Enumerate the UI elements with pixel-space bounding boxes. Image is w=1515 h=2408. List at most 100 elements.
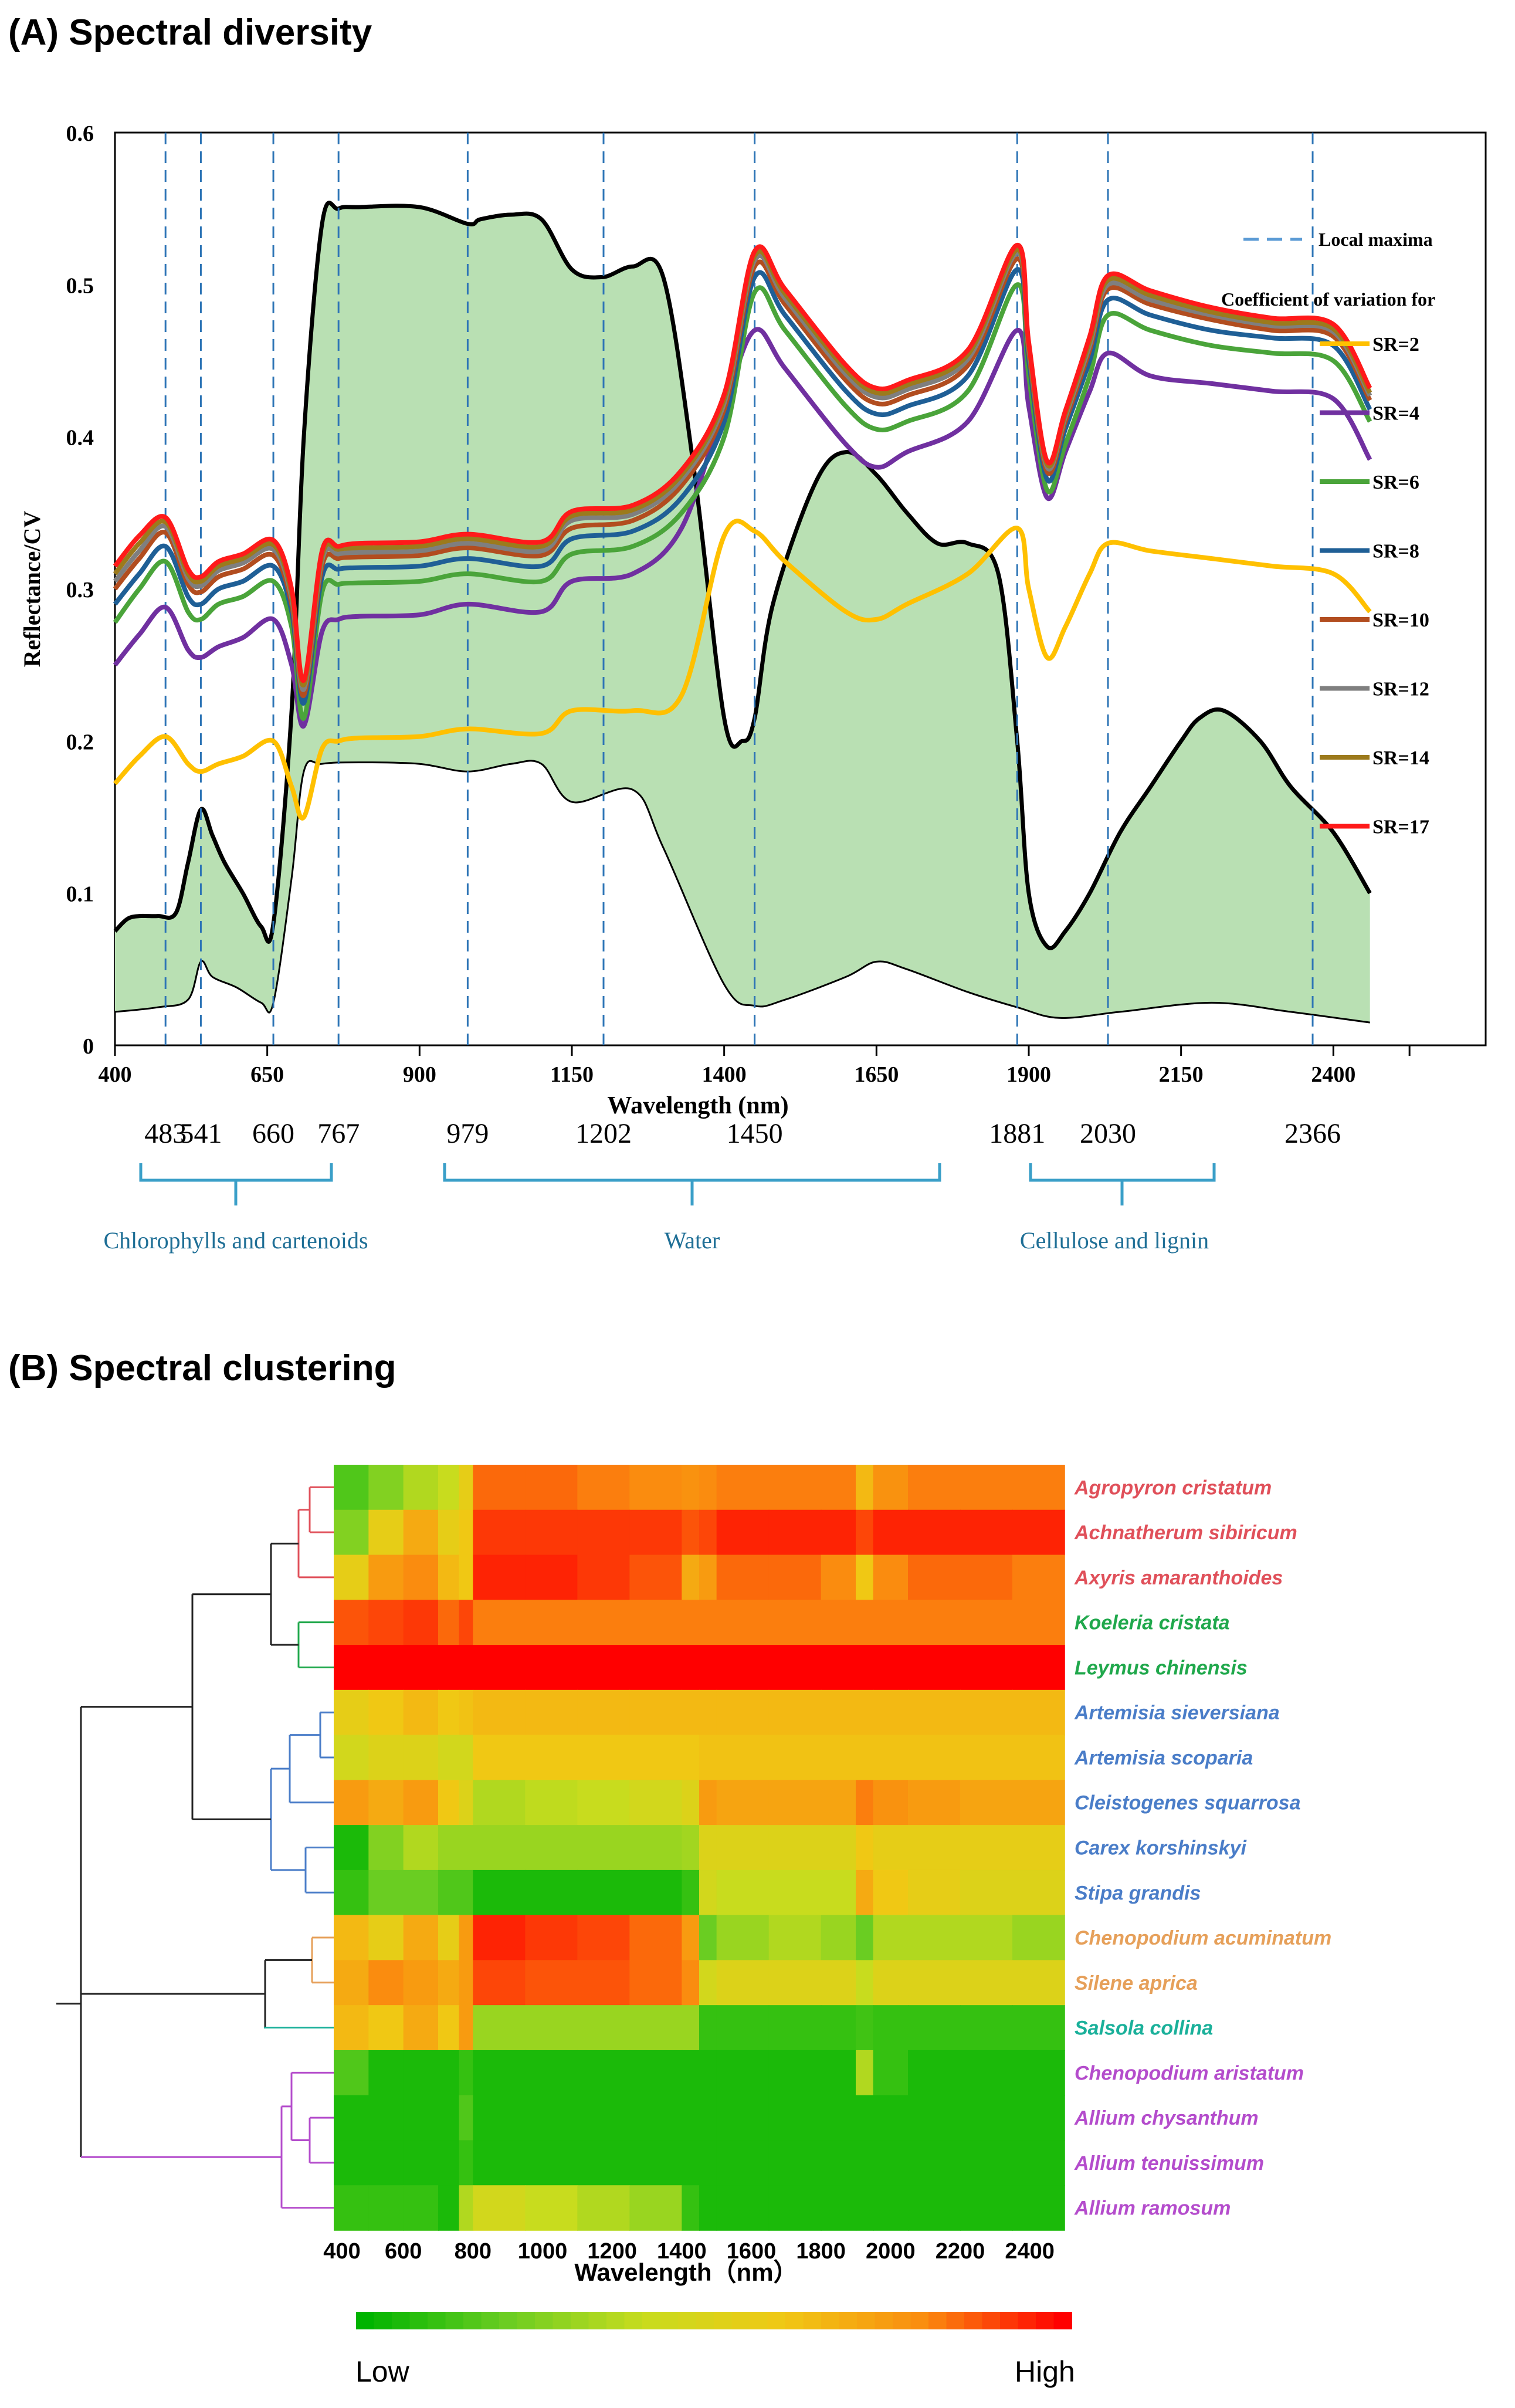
heatmap-cell: [873, 1645, 909, 1691]
heatmap-cell: [1012, 1600, 1065, 1645]
band-label-chlorophyll: Chlorophylls and cartenoids: [103, 1227, 368, 1254]
heatmap-cell: [368, 1645, 404, 1691]
heatmap-cell: [768, 1915, 822, 1961]
heatmap-cell: [577, 1600, 631, 1645]
cv-series-line-SR=17: [113, 242, 1372, 683]
heatmap-cell: [438, 1509, 460, 1556]
local-maximum-label: 483: [144, 1118, 187, 1149]
heatmap-cell: [629, 1465, 683, 1510]
heatmap-cell: [908, 1780, 961, 1826]
heatmap-cell: [768, 2140, 822, 2186]
heatmap-cell: [856, 2050, 874, 2096]
heatmap-cell: [960, 1869, 1013, 1916]
heatmap-cell: [368, 1735, 404, 1781]
color-scale-high-label: High: [1015, 2355, 1075, 2388]
heatmap-cell: [699, 2050, 717, 2096]
color-scale-step: [624, 2312, 643, 2329]
panel-a-chart: 400 650 900 1150 1400 1650 1900 2150 2400 0 0.1 0.2…: [19, 121, 1487, 1254]
heatmap-cell: [403, 2185, 439, 2231]
heatmap-cell: [577, 1960, 631, 2006]
heatmap-cell: [403, 1689, 439, 1736]
heatmap-cell: [334, 1600, 370, 1645]
heatmap-cell: [629, 1825, 683, 1871]
heatmap-cell: [768, 2095, 822, 2141]
heatmap-cell: [368, 1960, 404, 2006]
heatmap-cell: [873, 1465, 909, 1510]
heatmap-cell: [856, 1825, 874, 1871]
color-scale-step: [463, 2312, 482, 2329]
heatmap-cell: [960, 1645, 1013, 1691]
heatmap-x-tick-label: 400: [323, 2239, 360, 2264]
heatmap-cell: [438, 2095, 460, 2141]
heatmap-cell: [629, 2140, 683, 2186]
heatmap-cell: [873, 2005, 909, 2051]
species-label: Agropyron cristatum: [1074, 1476, 1272, 1499]
color-scale-step: [392, 2312, 411, 2329]
heatmap-cell: [908, 2005, 961, 2051]
cv-series-layer: [113, 242, 1372, 821]
heatmap-cell: [629, 1735, 683, 1781]
heatmap-cell: [525, 1645, 578, 1691]
heatmap-cell: [699, 1780, 717, 1826]
legend-label-SR=17: SR=17: [1372, 817, 1429, 838]
heatmap-cell: [682, 1869, 700, 1916]
heatmap-cell: [716, 1600, 770, 1645]
heatmap-cell: [459, 2095, 474, 2141]
heatmap-cell: [873, 1554, 909, 1601]
legend-label-SR=10: SR=10: [1372, 609, 1429, 631]
heatmap-cell: [768, 1869, 822, 1916]
heatmap-cell: [768, 1735, 822, 1781]
heatmap-cell: [473, 2005, 526, 2051]
heatmap-cell: [459, 1554, 474, 1601]
color-scale-step: [1036, 2312, 1055, 2329]
heatmap-cell: [438, 1465, 460, 1510]
heatmap-cell: [577, 1735, 631, 1781]
heatmap-cell: [768, 1645, 822, 1691]
heatmap-cell: [473, 1735, 526, 1781]
heatmap-cell: [699, 1554, 717, 1601]
color-scale-step: [893, 2312, 911, 2329]
x-tick-label: 2400: [1311, 1062, 1355, 1087]
heatmap-cell: [873, 2050, 909, 2096]
heatmap-cell: [403, 1554, 439, 1601]
heatmap-cell: [438, 2140, 460, 2186]
x-tick-label: 2150: [1159, 1062, 1204, 1087]
heatmap-cell: [577, 2185, 631, 2231]
heatmap-cell: [459, 1869, 474, 1916]
heatmap-cell: [856, 1465, 874, 1510]
y-tick-label: 0.3: [66, 578, 94, 602]
heatmap-cell: [403, 1960, 439, 2006]
heatmap-cell: [716, 1735, 770, 1781]
heatmap-cell: [473, 1509, 526, 1556]
heatmap-cell: [629, 1869, 683, 1916]
local-maximum-label: 1450: [727, 1118, 783, 1149]
local-maximum-label: 660: [252, 1118, 294, 1149]
heatmap-cell: [908, 1915, 961, 1961]
species-label: Achnatherum sibiricum: [1074, 1522, 1297, 1544]
y-tick-label: 0: [83, 1034, 94, 1059]
heatmap-cell: [473, 1465, 526, 1510]
heatmap-cell: [682, 1645, 700, 1691]
x-tick-label: 1900: [1006, 1062, 1051, 1087]
color-scale-low-label: Low: [355, 2355, 410, 2388]
heatmap-cell: [856, 2005, 874, 2051]
heatmap-cell: [682, 1600, 700, 1645]
heatmap-cell: [960, 1465, 1013, 1510]
heatmap-cell: [334, 1735, 370, 1781]
heatmap-cell: [768, 1689, 822, 1736]
heatmap-cell: [716, 1554, 770, 1601]
heatmap-cell: [525, 2095, 578, 2141]
heatmap-cell: [438, 1689, 460, 1736]
x-tick-label: 400: [99, 1062, 132, 1087]
color-scale-step: [821, 2312, 840, 2329]
heatmap-cell: [459, 2140, 474, 2186]
heatmap-cell: [699, 1645, 717, 1691]
species-label: Artemisia scoparia: [1074, 1747, 1253, 1769]
heatmap-cell: [438, 1825, 460, 1871]
heatmap-cell: [473, 2050, 526, 2096]
heatmap-cell: [525, 1915, 578, 1961]
heatmap-cell: [960, 2185, 1013, 2231]
heatmap-cell: [438, 1960, 460, 2006]
heatmap-cell: [368, 1600, 404, 1645]
